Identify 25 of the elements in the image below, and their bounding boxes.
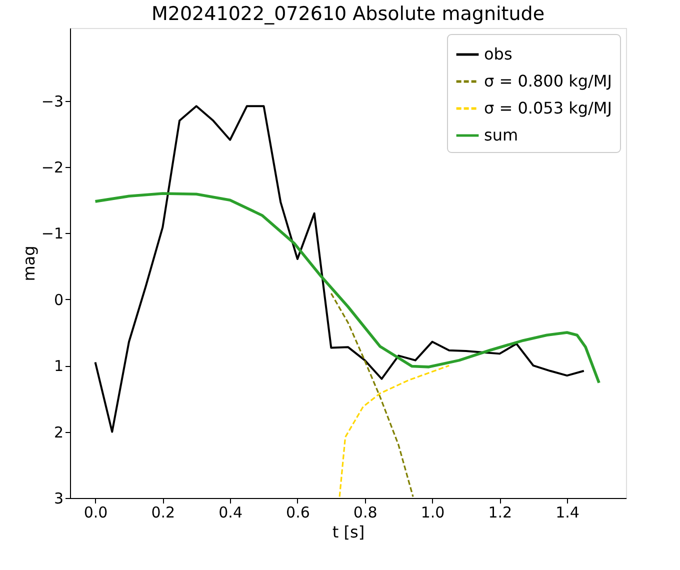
y-axis-title: mag: [19, 246, 38, 282]
y-tick-label: 1: [54, 357, 64, 376]
y-tick-label: −1: [41, 224, 64, 243]
y-tick-label: −2: [41, 158, 64, 177]
x-tick-label: 1.2: [488, 504, 512, 522]
x-tick-label: 0.4: [218, 504, 242, 522]
y-tick-label: 3: [54, 490, 64, 508]
x-tick-label: 1.0: [420, 504, 445, 522]
x-tick-label: 1.4: [556, 504, 580, 522]
line-series: [94, 192, 600, 384]
legend-label: obs: [484, 44, 512, 64]
y-tick-label: −3: [41, 92, 64, 110]
legend-label: σ = 0.800 kg/MJ: [484, 72, 612, 90]
x-tick-label: 0.0: [84, 504, 108, 522]
x-tick-label: 0.2: [151, 504, 176, 522]
chart-title: M20241022_072610 Absolute magnitude: [151, 3, 545, 25]
legend-label: σ = 0.053 kg/MJ: [484, 98, 612, 118]
y-tick-label: 2: [54, 423, 64, 442]
y-tick-label: 0: [54, 290, 64, 309]
x-axis-title: t [s]: [332, 522, 365, 542]
x-tick-label: 0.8: [353, 504, 378, 522]
x-tick-label: 0.6: [286, 504, 310, 522]
line-series: [330, 292, 414, 498]
legend-label: sum: [484, 126, 518, 144]
line-series: [338, 364, 450, 498]
